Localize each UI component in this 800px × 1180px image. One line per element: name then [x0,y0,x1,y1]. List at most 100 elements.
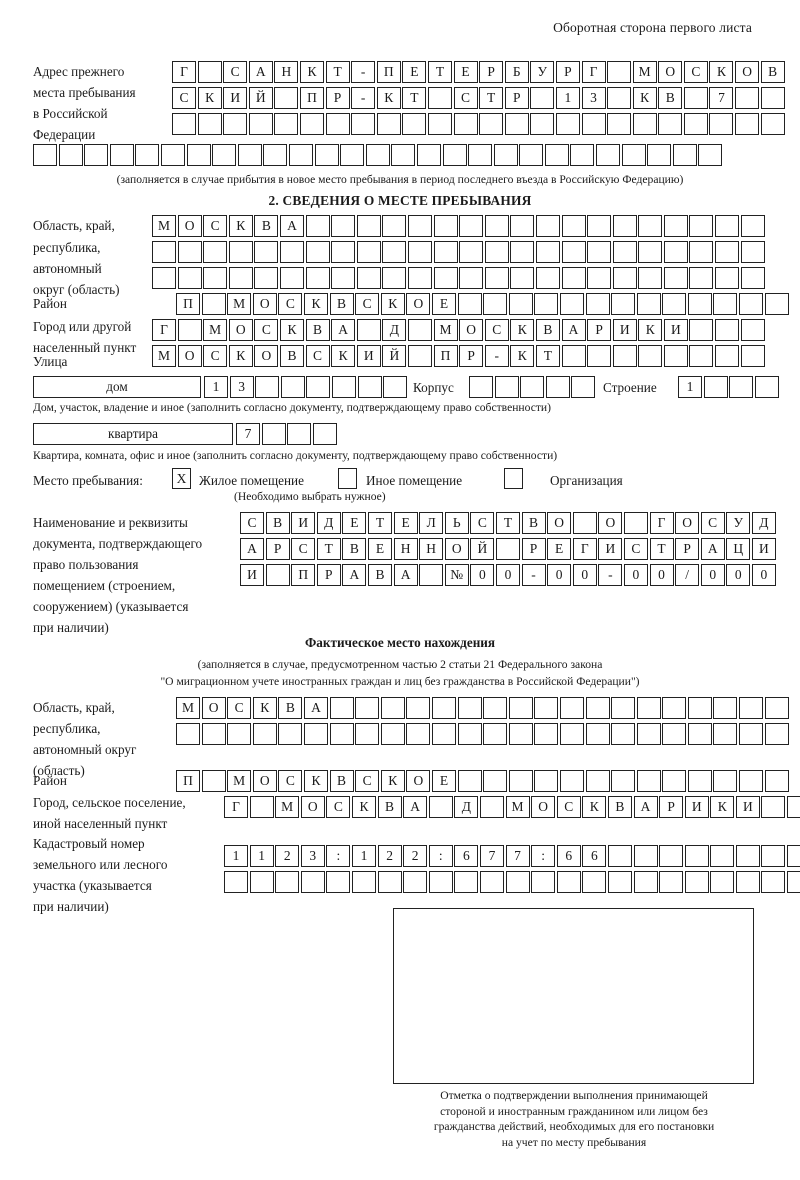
form-cell[interactable]: О [406,293,431,315]
form-cell[interactable]: - [598,564,623,586]
form-cell[interactable]: К [351,796,376,818]
form-cell[interactable]: К [510,319,535,341]
form-cell[interactable]: 6 [454,845,479,867]
form-cell[interactable] [739,293,764,315]
form-cell[interactable] [329,697,354,719]
form-cell[interactable]: Н [274,61,299,83]
form-cell[interactable]: Д [382,319,407,341]
checkbox-other-premises[interactable] [338,468,357,489]
form-cell[interactable] [275,871,300,893]
form-cell[interactable]: Е [547,538,572,560]
form-cell[interactable] [710,845,735,867]
form-cell[interactable]: Р [555,61,580,83]
form-cell[interactable] [663,215,688,237]
form-cell[interactable]: Й [248,87,273,109]
form-cell[interactable]: Р [316,564,341,586]
form-cell[interactable] [612,267,637,289]
form-cell[interactable] [561,267,586,289]
form-cell[interactable]: Т [535,345,560,367]
form-cell[interactable] [176,723,200,745]
form-cell[interactable]: С [470,512,495,534]
form-cell[interactable] [662,770,687,792]
form-cell[interactable] [764,293,789,315]
form-cell[interactable]: Е [431,770,456,792]
form-cell[interactable] [611,770,636,792]
form-cell[interactable]: С [623,538,648,560]
form-cell[interactable]: В [760,61,785,83]
form-cell[interactable] [636,770,661,792]
form-cell[interactable] [672,144,697,166]
form-cell[interactable] [754,376,779,398]
form-cell[interactable]: 1 [204,376,228,398]
form-cell[interactable] [570,144,595,166]
form-cell[interactable]: О [254,345,279,367]
form-cell[interactable] [684,845,709,867]
form-cell[interactable]: : [428,845,453,867]
form-cell[interactable] [224,871,248,893]
form-cell[interactable]: Р [521,538,546,560]
form-cell[interactable] [428,871,453,893]
form-cell[interactable] [559,770,584,792]
form-cell[interactable]: 0 [572,564,597,586]
form-cell[interactable]: К [582,796,607,818]
form-cell[interactable] [689,345,714,367]
form-cell[interactable] [431,723,456,745]
form-cell[interactable] [530,113,555,135]
form-cell[interactable] [279,267,304,289]
form-cell[interactable]: Г [581,61,606,83]
form-cell[interactable] [740,345,765,367]
form-cell[interactable] [520,376,545,398]
form-cell[interactable]: О [252,293,277,315]
form-cell[interactable]: : [326,845,351,867]
form-cell[interactable]: И [684,796,709,818]
form-cell[interactable] [535,267,560,289]
form-cell[interactable] [457,293,482,315]
region-row-3[interactable] [152,267,765,289]
form-cell[interactable]: М [505,796,530,818]
form-cell[interactable]: В [329,293,354,315]
form-cell[interactable] [212,144,237,166]
form-cell[interactable] [254,241,279,263]
form-cell[interactable] [331,267,356,289]
form-cell[interactable] [227,723,252,745]
form-cell[interactable] [454,871,479,893]
form-cell[interactable] [621,144,646,166]
form-cell[interactable] [442,144,467,166]
form-cell[interactable] [761,871,786,893]
form-cell[interactable] [263,144,288,166]
form-cell[interactable] [735,871,760,893]
form-cell[interactable]: В [305,319,330,341]
form-cell[interactable] [406,723,431,745]
form-cell[interactable] [663,267,688,289]
form-cell[interactable] [377,871,402,893]
form-cell[interactable] [152,241,176,263]
form-cell[interactable]: 7 [709,87,734,109]
form-cell[interactable]: 1 [678,376,702,398]
form-cell[interactable] [715,241,740,263]
form-cell[interactable]: Е [367,538,392,560]
form-cell[interactable] [248,113,273,135]
form-cell[interactable] [638,345,663,367]
form-cell[interactable] [787,845,800,867]
form-cell[interactable]: К [638,319,663,341]
form-cell[interactable] [186,144,211,166]
form-cell[interactable] [638,241,663,263]
form-cell[interactable] [274,113,299,135]
form-cell[interactable] [135,144,160,166]
form-cell[interactable] [160,144,185,166]
form-cell[interactable]: 7 [505,845,530,867]
form-cell[interactable]: И [663,319,688,341]
form-cell[interactable] [331,215,356,237]
form-cell[interactable] [312,423,337,445]
form-cell[interactable]: 3 [229,376,254,398]
form-cell[interactable]: / [675,564,700,586]
form-cell[interactable] [493,144,518,166]
form-cell[interactable]: Е [393,512,418,534]
form-cell[interactable]: С [203,345,228,367]
form-cell[interactable] [172,113,196,135]
form-cell[interactable]: - [351,87,376,109]
form-cell[interactable] [433,267,458,289]
form-cell[interactable] [582,871,607,893]
